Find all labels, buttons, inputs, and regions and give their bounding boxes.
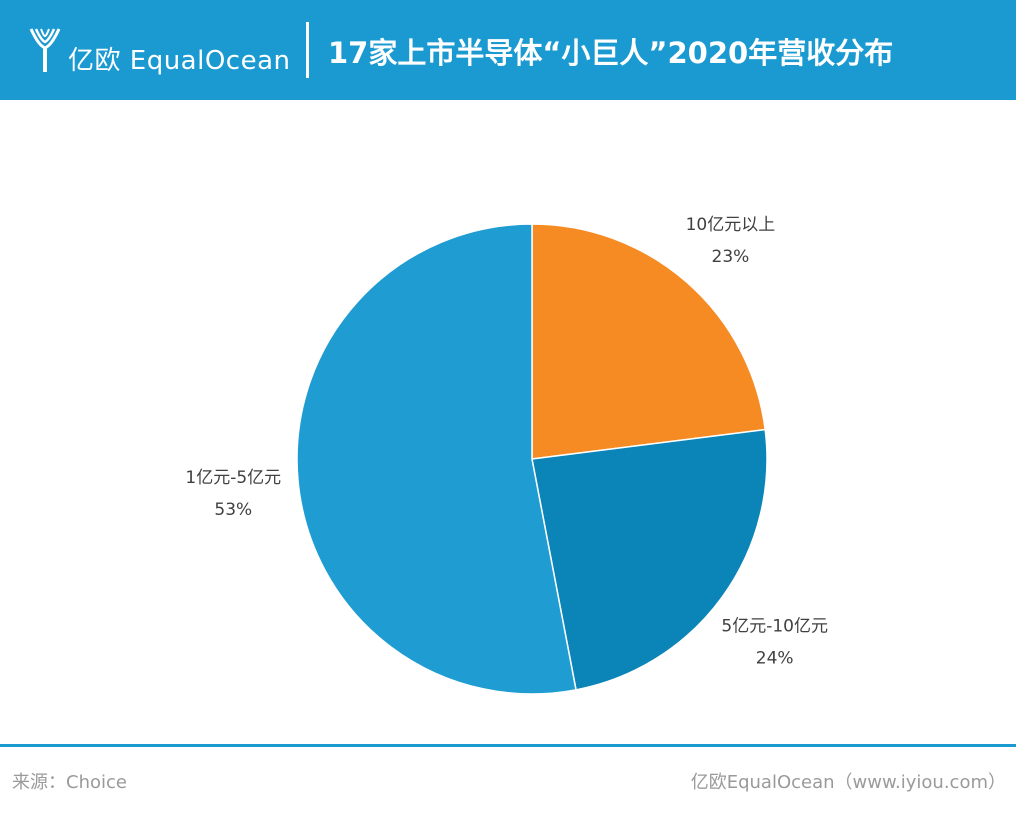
brand-logo-text: 亿欧 EqualOcean xyxy=(68,46,291,76)
pie-slice-1 xyxy=(531,428,768,691)
credit-note: 亿欧EqualOcean（www.iyiou.com） xyxy=(690,772,1006,793)
slice-category-label-2: 1亿元-5亿元 xyxy=(185,468,281,488)
revenue-pie-chart: 10亿元以上 23% 5亿元-10亿元 24% 1亿元-5亿元 53% xyxy=(185,215,828,695)
header-divider xyxy=(306,22,309,78)
pie-labels: 10亿元以上 23% 5亿元-10亿元 24% 1亿元-5亿元 53% xyxy=(185,215,828,668)
header-bar: 亿欧 EqualOcean 17家上市半导体“小巨人”2020年营收分布 xyxy=(0,0,1016,100)
slice-category-label-0: 10亿元以上 xyxy=(686,215,776,235)
page-title: 17家上市半导体“小巨人”2020年营收分布 xyxy=(328,36,894,70)
source-note: 来源：Choice xyxy=(12,772,127,793)
equalocean-logo-icon xyxy=(29,28,61,72)
slice-category-label-1: 5亿元-10亿元 xyxy=(721,616,828,636)
slice-value-label-2: 53% xyxy=(214,500,252,520)
slice-value-label-1: 24% xyxy=(756,648,794,668)
pie-slices xyxy=(296,223,768,695)
footer-divider xyxy=(0,744,1016,747)
pie-slice-0 xyxy=(531,223,766,460)
pie-slice-2 xyxy=(296,223,577,695)
slice-value-label-0: 23% xyxy=(712,247,750,267)
